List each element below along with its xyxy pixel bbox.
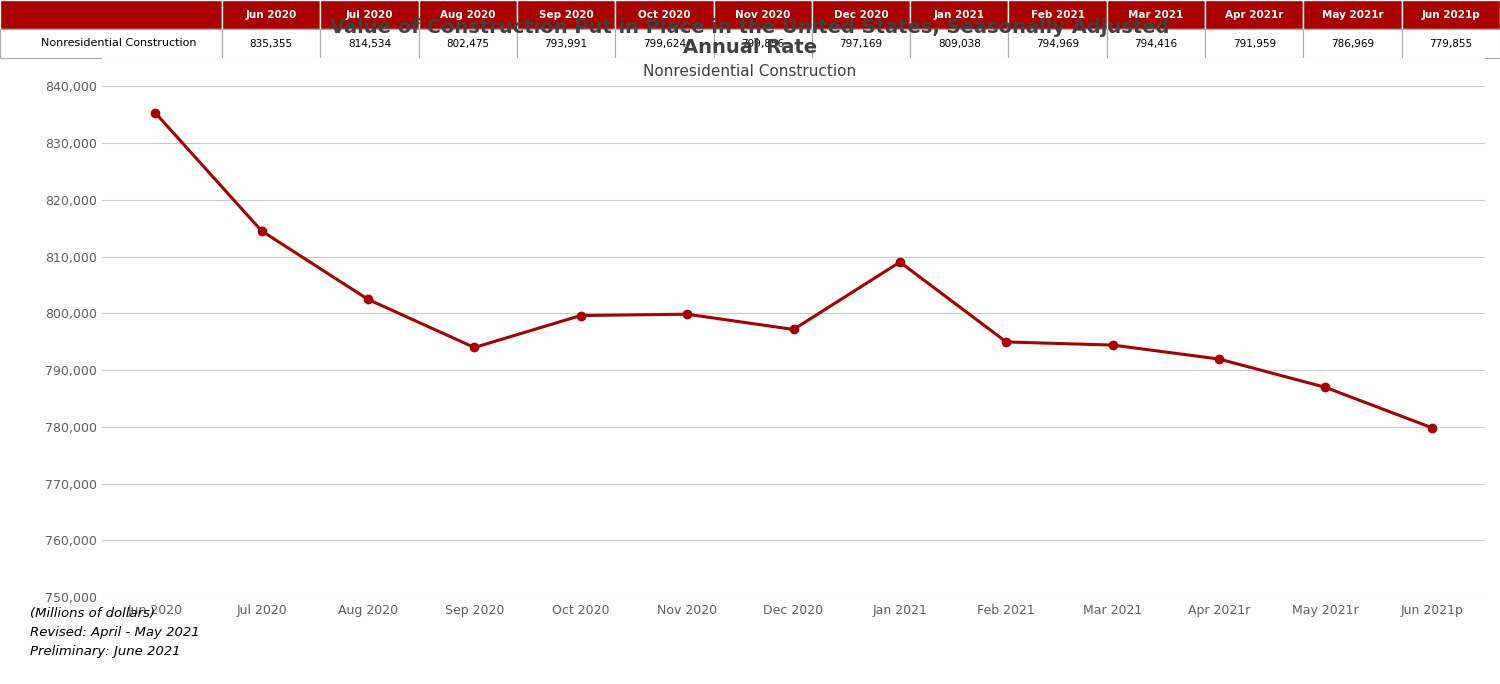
Text: Jul 2020: Jul 2020 (345, 10, 393, 20)
Bar (222, 29, 321, 58)
Text: 802,475: 802,475 (447, 38, 489, 49)
Bar (321, 29, 419, 58)
Bar (910, 0, 1008, 29)
Bar (1204, 0, 1304, 29)
Text: Dec 2020: Dec 2020 (834, 10, 888, 20)
Text: Nov 2020: Nov 2020 (735, 10, 790, 20)
Bar (615, 0, 714, 29)
Text: Value of Construction Put in Place in the United States, Seasonally Adjusted: Value of Construction Put in Place in th… (330, 18, 1170, 37)
Text: 797,169: 797,169 (840, 38, 882, 49)
Bar (812, 0, 910, 29)
Text: 799,856: 799,856 (741, 38, 784, 49)
Text: 779,855: 779,855 (1430, 38, 1473, 49)
Text: Apr 2021r: Apr 2021r (1226, 10, 1284, 20)
Bar (1008, 29, 1107, 58)
Text: 791,959: 791,959 (1233, 38, 1276, 49)
Bar (910, 29, 1008, 58)
Text: 794,416: 794,416 (1134, 38, 1178, 49)
Bar (1008, 0, 1107, 29)
Bar (1107, 0, 1204, 29)
Text: Feb 2021: Feb 2021 (1030, 10, 1084, 20)
Text: 835,355: 835,355 (249, 38, 292, 49)
Bar (714, 0, 812, 29)
Text: Jan 2021: Jan 2021 (934, 10, 986, 20)
Text: Jun 2021p: Jun 2021p (1422, 10, 1480, 20)
Text: May 2021r: May 2021r (1322, 10, 1383, 20)
Bar (0, 29, 222, 58)
Text: 809,038: 809,038 (938, 38, 981, 49)
Text: (Millions of dollars)
Revised: April - May 2021
Preliminary: June 2021: (Millions of dollars) Revised: April - M… (30, 607, 200, 659)
Text: 814,534: 814,534 (348, 38, 392, 49)
Bar (1401, 29, 1500, 58)
Bar (1304, 0, 1401, 29)
Text: Nonresidential Construction: Nonresidential Construction (644, 64, 856, 79)
Bar (419, 0, 518, 29)
Text: Mar 2021: Mar 2021 (1128, 10, 1184, 20)
Bar (1401, 0, 1500, 29)
Text: Oct 2020: Oct 2020 (638, 10, 690, 20)
Bar (419, 29, 518, 58)
Bar (321, 0, 419, 29)
Text: 786,969: 786,969 (1330, 38, 1374, 49)
Bar (0, 0, 222, 29)
Bar (714, 29, 812, 58)
Bar (222, 0, 321, 29)
Bar (1204, 29, 1304, 58)
Text: Nonresidential Construction: Nonresidential Construction (40, 38, 196, 49)
Text: Sep 2020: Sep 2020 (538, 10, 594, 20)
Bar (615, 29, 714, 58)
Bar (1304, 29, 1401, 58)
Bar (518, 0, 615, 29)
Bar (518, 29, 615, 58)
Text: 794,969: 794,969 (1036, 38, 1078, 49)
Text: 799,624: 799,624 (644, 38, 686, 49)
Text: Jun 2020: Jun 2020 (246, 10, 297, 20)
Text: Aug 2020: Aug 2020 (440, 10, 495, 20)
Bar (812, 29, 910, 58)
Bar (1107, 29, 1204, 58)
Text: Annual Rate: Annual Rate (682, 38, 818, 57)
Text: 793,991: 793,991 (544, 38, 588, 49)
